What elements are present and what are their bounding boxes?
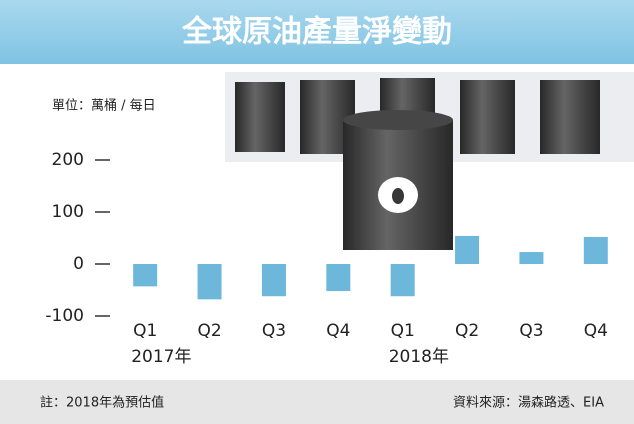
x-tick-label: Q1 [391, 321, 415, 341]
group-label: 2018年 [389, 347, 449, 367]
y-tick-label: 200 [52, 150, 84, 170]
bar [133, 264, 158, 287]
y-tick-label: 100 [52, 202, 84, 222]
bar [326, 264, 351, 292]
x-tick-label: Q1 [133, 321, 157, 341]
footer [0, 380, 634, 424]
bar [261, 264, 286, 297]
bar [583, 236, 608, 264]
bar [197, 264, 222, 300]
note: 註：2018年為預估值 [40, 395, 164, 411]
bar [455, 235, 480, 264]
unit-label: 單位：萬桶 / 每日 [52, 98, 156, 114]
x-tick-label: Q2 [197, 321, 221, 341]
x-tick-label: Q4 [326, 321, 350, 341]
source: 資料來源：湯森路透、EIA [453, 395, 604, 411]
y-tick-label: -100 [45, 306, 84, 326]
barrels-illustration [225, 72, 634, 250]
chart-title: 全球原油產量淨變動 [181, 15, 452, 50]
y-tick-label: 0 [73, 254, 84, 274]
x-tick-label: Q3 [519, 321, 543, 341]
x-tick-label: Q3 [262, 321, 286, 341]
x-tick-label: Q2 [455, 321, 479, 341]
bar [519, 252, 544, 264]
group-label: 2017年 [131, 347, 191, 367]
header [0, 0, 634, 64]
bar [390, 264, 415, 297]
x-tick-label: Q4 [584, 321, 608, 341]
